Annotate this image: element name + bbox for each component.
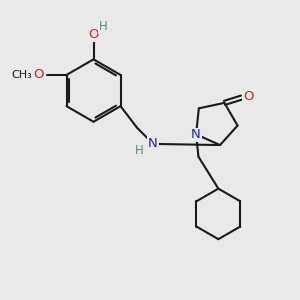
Text: O: O bbox=[243, 90, 254, 103]
Text: CH₃: CH₃ bbox=[11, 70, 32, 80]
Text: O: O bbox=[33, 68, 44, 82]
Text: N: N bbox=[148, 137, 158, 150]
Text: O: O bbox=[88, 28, 99, 41]
Text: methoxy: methoxy bbox=[17, 74, 24, 76]
Text: N: N bbox=[191, 128, 201, 142]
Text: H: H bbox=[135, 144, 143, 157]
Text: O: O bbox=[34, 68, 44, 81]
Text: methoxy: methoxy bbox=[20, 63, 81, 77]
Text: H: H bbox=[99, 20, 107, 33]
